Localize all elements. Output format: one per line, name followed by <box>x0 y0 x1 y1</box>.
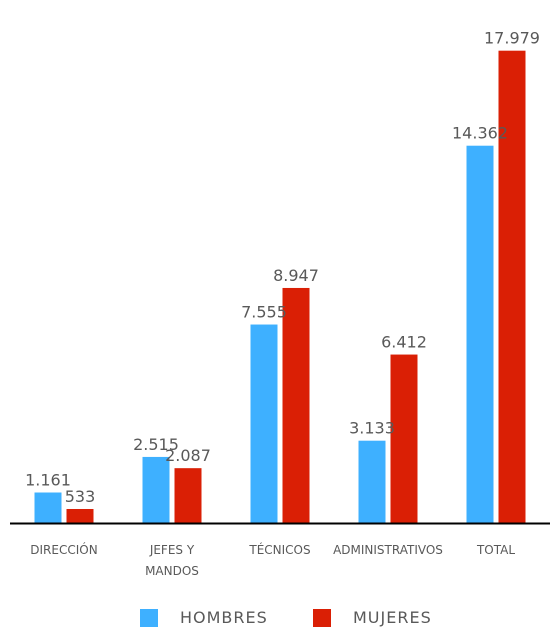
category-label-1-line-1: MANDOS <box>145 564 199 578</box>
bar-mujeres-3 <box>390 354 418 523</box>
bar-mujeres-2 <box>282 287 310 523</box>
bar-hombres-4 <box>466 145 494 524</box>
category-label-1-line-0: JEFES Y <box>149 543 195 557</box>
bar-chart: 1.161 2.515 7.555 3.133 14.362 533 2.087 8.947 6… <box>10 29 550 578</box>
legend-swatch-hombres <box>140 608 158 627</box>
category-label-3: ADMINISTRATIVOS <box>333 543 443 557</box>
bar-hombres-3 <box>358 440 386 523</box>
legend-item-mujeres: MUJERES <box>313 608 432 627</box>
value-label-mujeres-3: 6.412 <box>381 333 427 352</box>
value-label-hombres-4: 14.362 <box>452 124 508 143</box>
category-label-2: TÉCNICOS <box>248 542 310 557</box>
legend: HOMBRES MUJERES <box>0 608 557 632</box>
bar-mujeres-0 <box>66 508 94 523</box>
bar-hombres-2 <box>250 324 278 523</box>
category-labels-group: DIRECCIÓN JEFES Y MANDOS TÉCNICOS ADMINISTRA… <box>30 542 515 578</box>
bars-group <box>34 50 526 524</box>
value-label-hombres-1: 2.515 <box>133 435 179 454</box>
bar-hombres-1 <box>142 456 170 523</box>
category-label-4: TOTAL <box>476 543 515 557</box>
value-labels-group: 1.161 2.515 7.555 3.133 14.362 533 2.087 8.947 6… <box>25 29 540 506</box>
value-label-mujeres-1: 2.087 <box>165 446 211 465</box>
category-label-0: DIRECCIÓN <box>30 542 97 557</box>
value-label-mujeres-2: 8.947 <box>273 266 319 285</box>
bar-mujeres-4 <box>498 50 526 524</box>
legend-swatch-mujeres <box>313 608 331 627</box>
value-label-hombres-2: 7.555 <box>241 303 287 322</box>
value-label-hombres-3: 3.133 <box>349 419 395 438</box>
value-label-hombres-0: 1.161 <box>25 471 71 490</box>
legend-label-hombres: HOMBRES <box>180 608 268 627</box>
legend-item-hombres: HOMBRES <box>140 608 268 627</box>
legend-label-mujeres: MUJERES <box>353 608 432 627</box>
bar-hombres-0 <box>34 492 62 523</box>
value-label-mujeres-4: 17.979 <box>484 29 540 48</box>
bar-mujeres-1 <box>174 468 202 523</box>
value-label-mujeres-0: 533 <box>65 487 96 506</box>
